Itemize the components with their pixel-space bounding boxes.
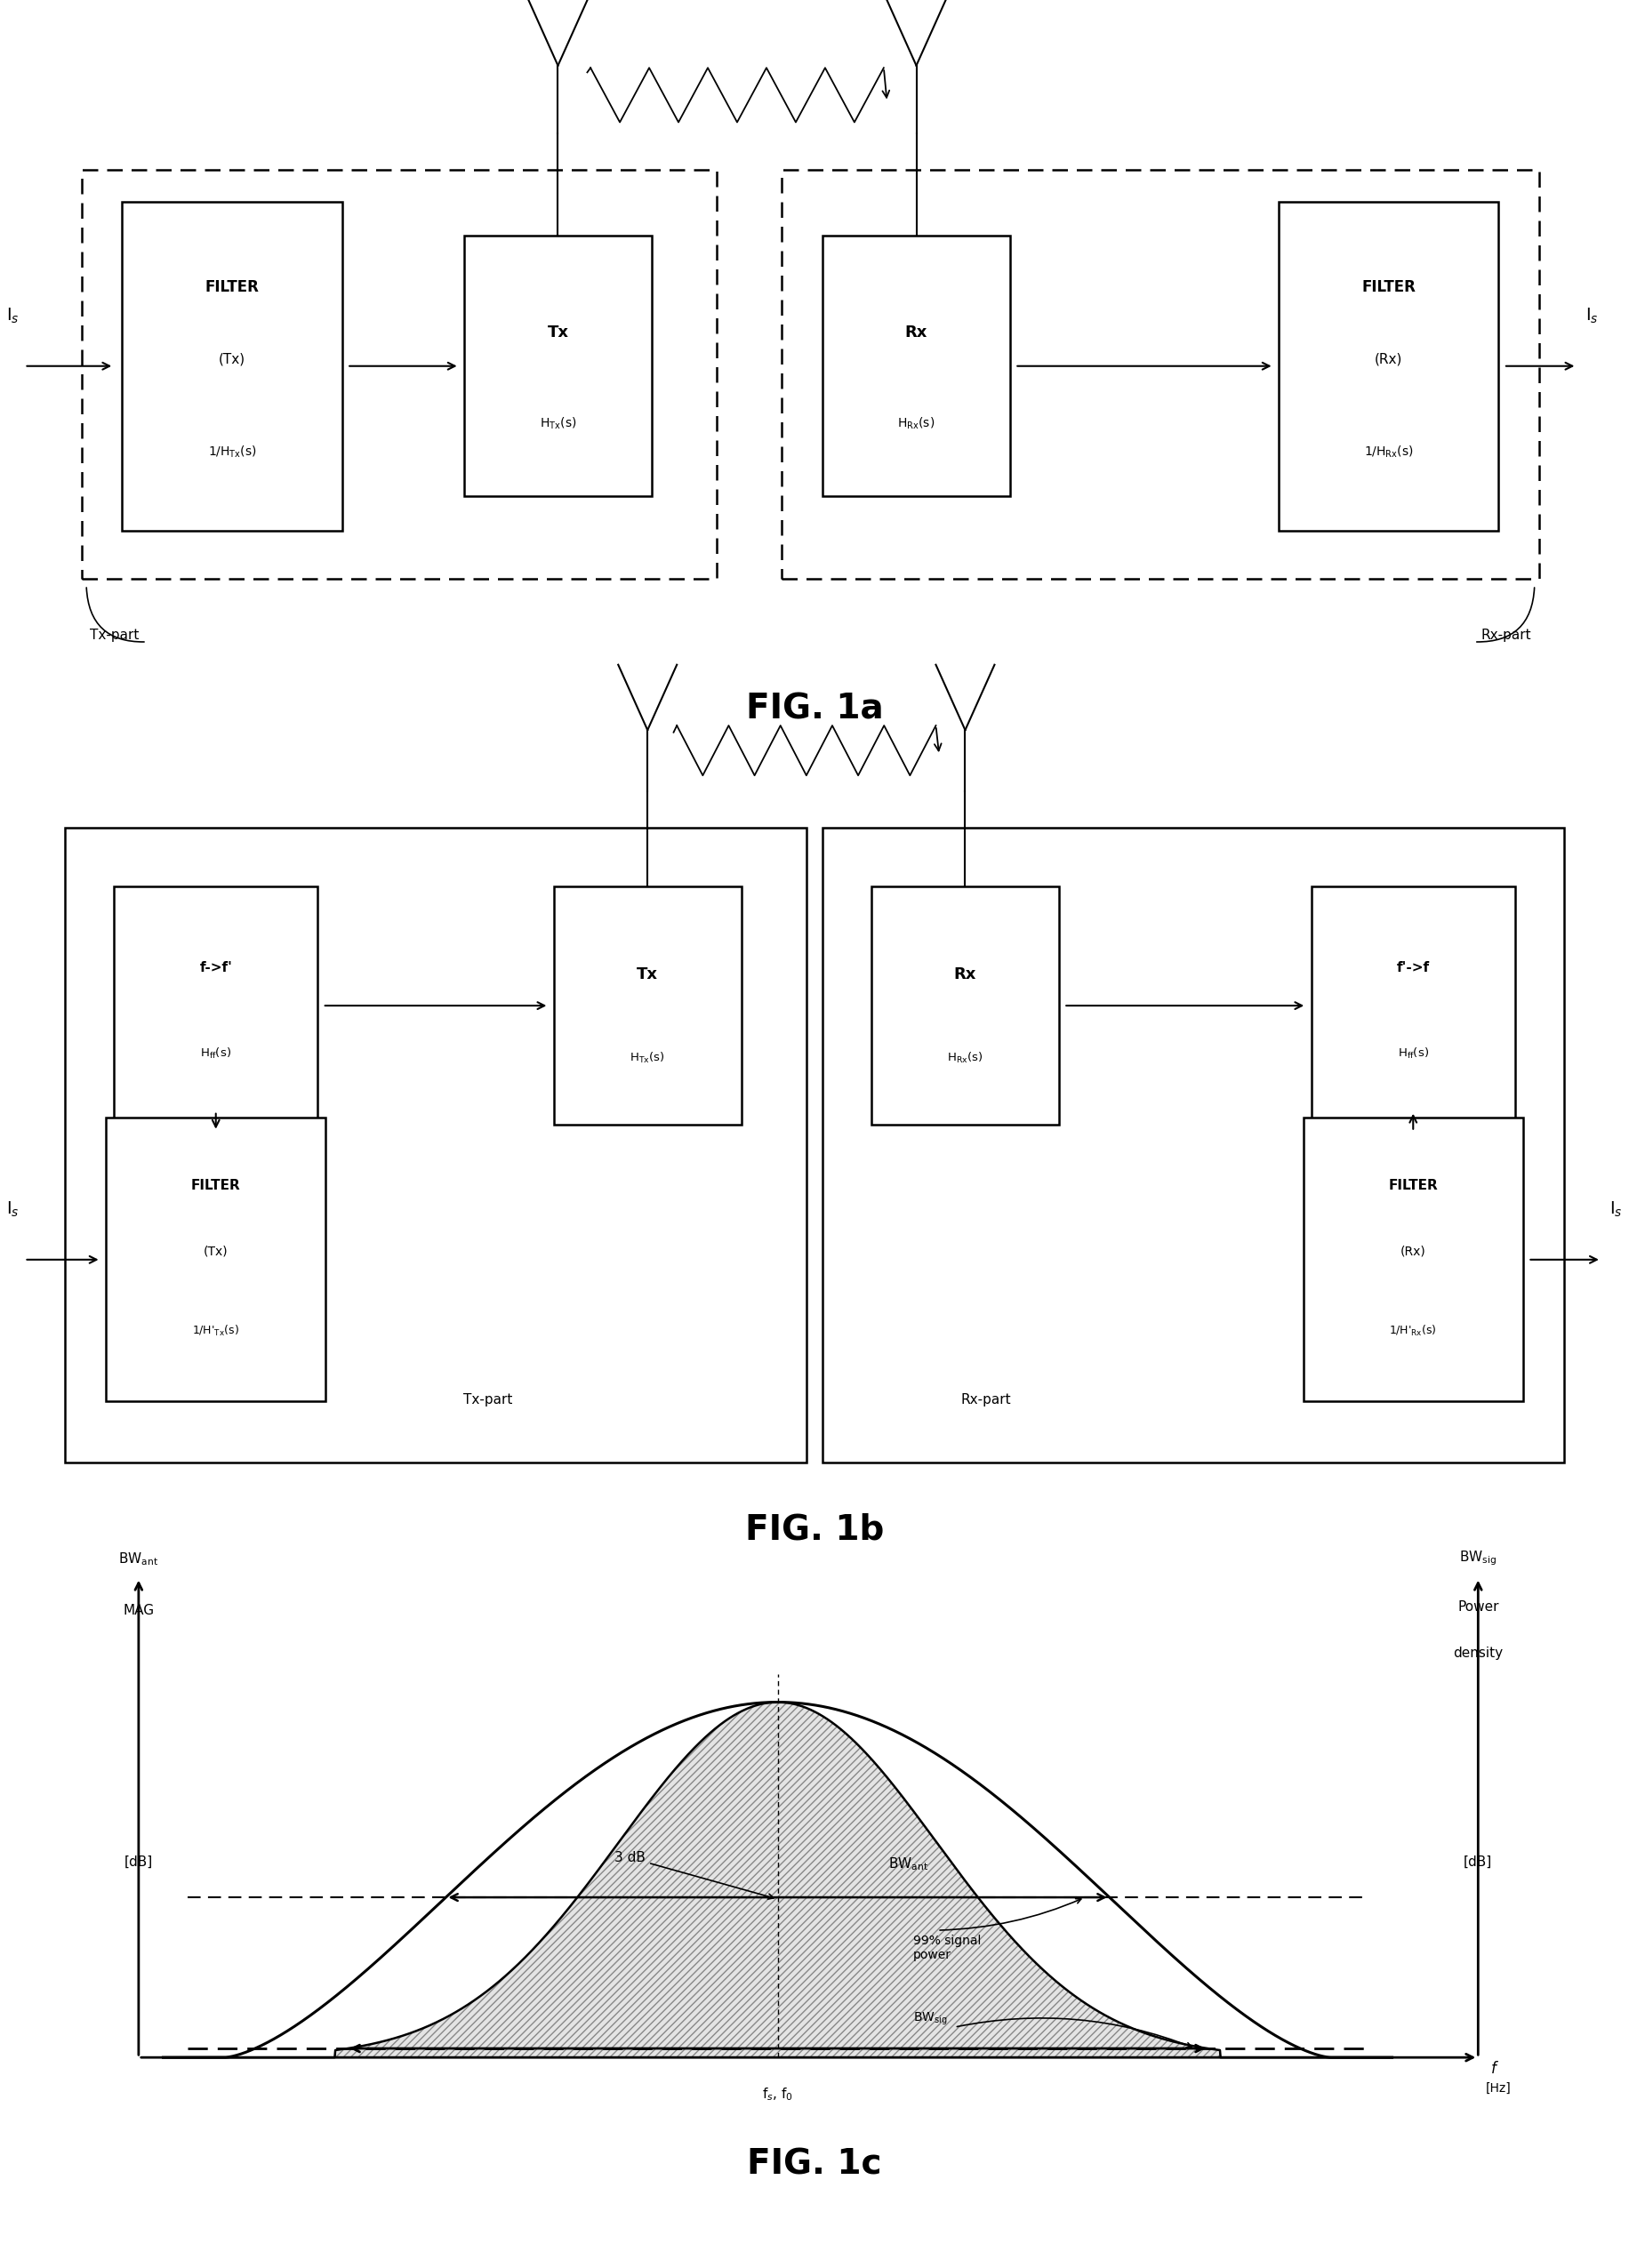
Text: [Hz]: [Hz]	[1486, 2082, 1512, 2096]
Text: (Rx): (Rx)	[1375, 354, 1403, 365]
Text: (Tx): (Tx)	[218, 354, 246, 365]
Text: FIG. 1a: FIG. 1a	[746, 692, 883, 726]
FancyBboxPatch shape	[464, 236, 652, 497]
Text: H$_{\rm ff}$(s): H$_{\rm ff}$(s)	[1398, 1046, 1429, 1061]
FancyBboxPatch shape	[1303, 1118, 1523, 1402]
Text: Rx-part: Rx-part	[1481, 628, 1531, 642]
FancyBboxPatch shape	[114, 887, 318, 1125]
Text: f->f': f->f'	[199, 962, 233, 975]
Text: I$_s$: I$_s$	[7, 306, 20, 324]
Text: f'->f: f'->f	[1396, 962, 1430, 975]
Text: [dB]: [dB]	[124, 1855, 153, 1869]
Text: FIG. 1b: FIG. 1b	[744, 1513, 885, 1547]
Text: BW$_{\rm ant}$: BW$_{\rm ant}$	[119, 1551, 158, 1567]
Text: Tx-part: Tx-part	[463, 1393, 512, 1406]
FancyBboxPatch shape	[106, 1118, 326, 1402]
FancyBboxPatch shape	[554, 887, 741, 1125]
Text: Rx: Rx	[906, 324, 927, 340]
Text: f$_s$, f$_0$: f$_s$, f$_0$	[762, 2087, 793, 2102]
Text: Tx-part: Tx-part	[90, 628, 138, 642]
Text: 3 dB: 3 dB	[614, 1851, 774, 1898]
Text: I$_s$: I$_s$	[1609, 1200, 1622, 1218]
Text: MAG: MAG	[124, 1603, 155, 1617]
Text: 1/H$_{\rm Rx}$(s): 1/H$_{\rm Rx}$(s)	[1363, 445, 1414, 460]
Text: BW$_{\rm sig}$: BW$_{\rm sig}$	[912, 2012, 946, 2028]
Text: (Tx): (Tx)	[204, 1245, 228, 1256]
FancyBboxPatch shape	[872, 887, 1059, 1125]
Text: I$_s$: I$_s$	[7, 1200, 20, 1218]
FancyBboxPatch shape	[1311, 887, 1515, 1125]
Text: H$_{\rm Rx}$(s): H$_{\rm Rx}$(s)	[946, 1050, 984, 1066]
Text: FILTER: FILTER	[191, 1179, 241, 1193]
Text: I$_s$: I$_s$	[1585, 306, 1598, 324]
Text: H$_{\rm Tx}$(s): H$_{\rm Tx}$(s)	[539, 415, 577, 431]
FancyBboxPatch shape	[122, 202, 342, 531]
Text: 99% signal
power: 99% signal power	[912, 1935, 981, 1962]
Text: Rx: Rx	[955, 966, 976, 982]
Text: 1/H'$_{\rm Rx}$(s): 1/H'$_{\rm Rx}$(s)	[1390, 1322, 1437, 1338]
Text: Tx: Tx	[637, 966, 658, 982]
Text: Tx: Tx	[547, 324, 569, 340]
Text: density: density	[1453, 1647, 1504, 1660]
Text: Power: Power	[1458, 1599, 1499, 1613]
Text: 1/H$_{\rm Tx}$(s): 1/H$_{\rm Tx}$(s)	[209, 445, 256, 460]
Text: H$_{\rm ff}$(s): H$_{\rm ff}$(s)	[200, 1046, 231, 1061]
Text: FILTER: FILTER	[1362, 279, 1416, 295]
FancyBboxPatch shape	[823, 828, 1564, 1463]
Text: H$_{\rm Rx}$(s): H$_{\rm Rx}$(s)	[898, 415, 935, 431]
Text: FIG. 1c: FIG. 1c	[748, 2148, 881, 2182]
FancyBboxPatch shape	[1279, 202, 1499, 531]
Text: BW$_{\rm sig}$: BW$_{\rm sig}$	[1460, 1549, 1497, 1567]
Text: [dB]: [dB]	[1464, 1855, 1492, 1869]
Text: $f$: $f$	[1491, 2062, 1499, 2077]
FancyBboxPatch shape	[823, 236, 1010, 497]
Text: FILTER: FILTER	[1388, 1179, 1438, 1193]
Text: (Rx): (Rx)	[1401, 1245, 1425, 1256]
Text: H$_{\rm Tx}$(s): H$_{\rm Tx}$(s)	[630, 1050, 665, 1066]
FancyBboxPatch shape	[65, 828, 806, 1463]
Text: FILTER: FILTER	[205, 279, 259, 295]
Text: 1/H'$_{\rm Tx}$(s): 1/H'$_{\rm Tx}$(s)	[192, 1322, 239, 1338]
Text: Rx-part: Rx-part	[961, 1393, 1012, 1406]
Text: BW$_{\rm ant}$: BW$_{\rm ant}$	[888, 1855, 929, 1873]
